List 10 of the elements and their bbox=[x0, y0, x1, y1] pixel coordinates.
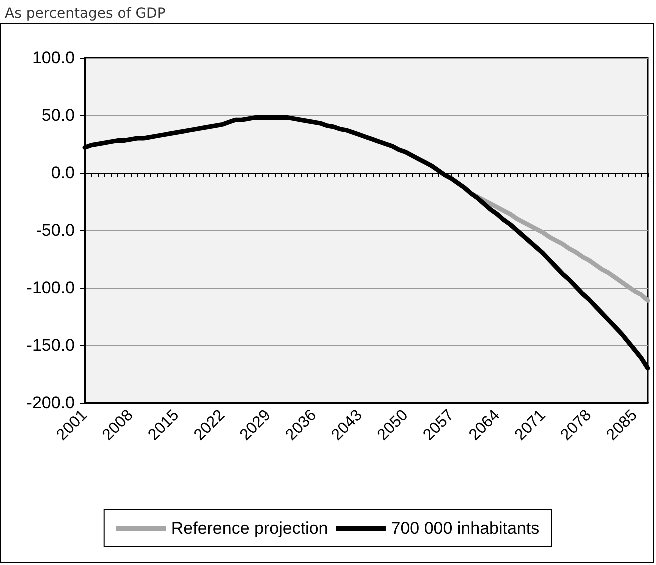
y-tick-label: 100.0 bbox=[32, 48, 75, 68]
y-tick-label: -100.0 bbox=[26, 278, 75, 298]
y-tick-label: -200.0 bbox=[26, 394, 75, 412]
chart-title: As percentages of GDP bbox=[5, 6, 166, 22]
y-tick-label: 0.0 bbox=[51, 164, 75, 182]
y-tick-label: 50.0 bbox=[42, 106, 75, 125]
y-tick-label: -150.0 bbox=[26, 336, 75, 355]
y-tick-label: -50.0 bbox=[36, 221, 75, 240]
legend-label: 700 000 inhabitants bbox=[391, 519, 540, 538]
legend-label: Reference projection bbox=[171, 519, 328, 538]
